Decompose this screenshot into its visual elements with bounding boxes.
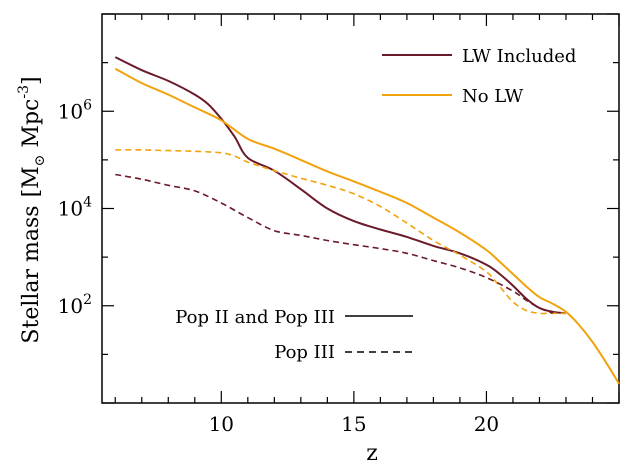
- color-legend: LW Included No LW: [382, 46, 576, 107]
- series-line-3: [115, 173, 554, 315]
- plot-frame: [101, 13, 620, 404]
- y-tick-label: 102: [58, 292, 92, 318]
- y-axis-label-prefix: Stellar mass: [19, 205, 44, 343]
- legend-label-pop-ii-and-pop-iii: Pop II and Pop III: [175, 307, 335, 328]
- style-legend: Pop II and Pop III Pop III: [175, 307, 413, 363]
- sun-symbol: ⊙: [32, 155, 48, 167]
- y-axis-label-exp: -3: [16, 85, 32, 99]
- x-tick-label: 10: [209, 412, 234, 436]
- legend-label-lw-included: LW Included: [462, 46, 576, 67]
- x-axis-label: z: [366, 441, 378, 464]
- y-axis-ticks: 102 104 106: [58, 13, 619, 404]
- series-line-1: [114, 67, 620, 385]
- legend-label-no-lw: No LW: [462, 86, 524, 107]
- series-line-2: [115, 149, 566, 315]
- y-axis-label-unit: [M: [19, 166, 44, 197]
- y-axis-label-close: ]: [19, 76, 44, 85]
- y-tick-label: 104: [58, 195, 92, 221]
- y-axis-label: Stellar mass [M⊙ Mpc-3]: [16, 76, 48, 343]
- legend-label-pop-iii: Pop III: [274, 342, 335, 363]
- x-axis-ticks: 10 15 20: [114, 14, 620, 436]
- x-tick-label: 20: [474, 412, 499, 436]
- series-layer: [114, 56, 620, 385]
- y-axis-label-mpc: Mpc: [19, 99, 44, 155]
- y-tick-label: 106: [58, 97, 92, 123]
- series-line-0: [114, 56, 567, 315]
- x-tick-label: 15: [341, 412, 366, 436]
